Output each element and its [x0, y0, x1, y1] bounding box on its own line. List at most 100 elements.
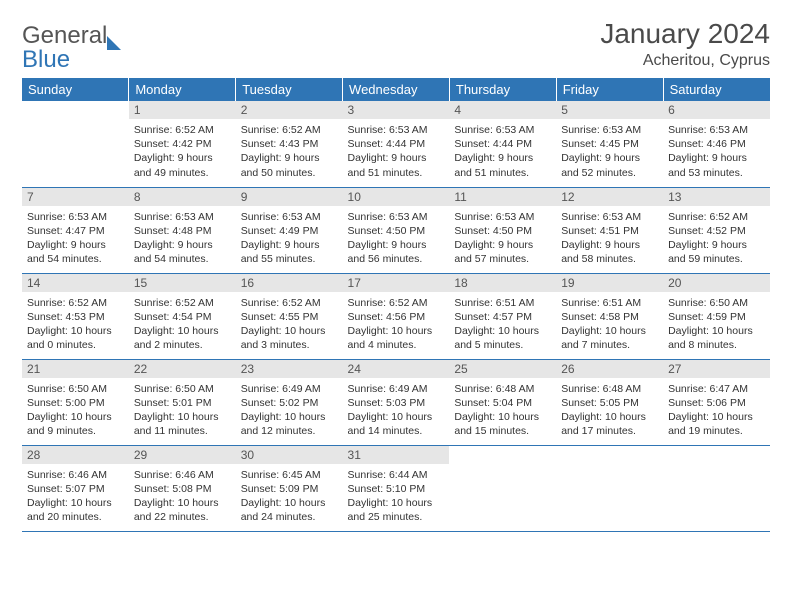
sunset-text: Sunset: 5:06 PM	[668, 396, 765, 410]
sunset-text: Sunset: 5:01 PM	[134, 396, 231, 410]
day-number: 29	[129, 446, 236, 464]
day-number: 4	[449, 101, 556, 119]
day-content: Sunrise: 6:53 AMSunset: 4:46 PMDaylight:…	[663, 119, 770, 182]
sunset-text: Sunset: 4:47 PM	[27, 224, 124, 238]
sunset-text: Sunset: 4:56 PM	[348, 310, 445, 324]
day-number	[22, 101, 129, 119]
daylight-text: Daylight: 9 hours and 58 minutes.	[561, 238, 658, 266]
day-number: 28	[22, 446, 129, 464]
calendar-cell: 21Sunrise: 6:50 AMSunset: 5:00 PMDayligh…	[22, 359, 129, 445]
page-header: General Blue January 2024 Acheritou, Cyp…	[22, 18, 770, 72]
day-number: 12	[556, 188, 663, 206]
day-content: Sunrise: 6:49 AMSunset: 5:03 PMDaylight:…	[343, 378, 450, 441]
daylight-text: Daylight: 9 hours and 59 minutes.	[668, 238, 765, 266]
day-content: Sunrise: 6:52 AMSunset: 4:43 PMDaylight:…	[236, 119, 343, 182]
calendar-cell: 27Sunrise: 6:47 AMSunset: 5:06 PMDayligh…	[663, 359, 770, 445]
daylight-text: Daylight: 9 hours and 51 minutes.	[454, 151, 551, 179]
calendar-cell: 22Sunrise: 6:50 AMSunset: 5:01 PMDayligh…	[129, 359, 236, 445]
sunset-text: Sunset: 4:46 PM	[668, 137, 765, 151]
day-number	[556, 446, 663, 464]
sunset-text: Sunset: 4:53 PM	[27, 310, 124, 324]
sunset-text: Sunset: 4:51 PM	[561, 224, 658, 238]
sunrise-text: Sunrise: 6:51 AM	[454, 296, 551, 310]
sunrise-text: Sunrise: 6:50 AM	[668, 296, 765, 310]
sunset-text: Sunset: 4:43 PM	[241, 137, 338, 151]
day-number: 27	[663, 360, 770, 378]
sunrise-text: Sunrise: 6:52 AM	[241, 123, 338, 137]
calendar-cell: 15Sunrise: 6:52 AMSunset: 4:54 PMDayligh…	[129, 273, 236, 359]
sunrise-text: Sunrise: 6:53 AM	[348, 210, 445, 224]
day-content: Sunrise: 6:47 AMSunset: 5:06 PMDaylight:…	[663, 378, 770, 441]
sunrise-text: Sunrise: 6:51 AM	[561, 296, 658, 310]
day-number: 17	[343, 274, 450, 292]
sunset-text: Sunset: 4:57 PM	[454, 310, 551, 324]
calendar-cell	[663, 445, 770, 531]
daylight-text: Daylight: 9 hours and 54 minutes.	[134, 238, 231, 266]
daylight-text: Daylight: 10 hours and 19 minutes.	[668, 410, 765, 438]
calendar-cell: 1Sunrise: 6:52 AMSunset: 4:42 PMDaylight…	[129, 101, 236, 187]
calendar-week: 7Sunrise: 6:53 AMSunset: 4:47 PMDaylight…	[22, 187, 770, 273]
calendar-cell: 10Sunrise: 6:53 AMSunset: 4:50 PMDayligh…	[343, 187, 450, 273]
day-content: Sunrise: 6:53 AMSunset: 4:44 PMDaylight:…	[343, 119, 450, 182]
day-number: 22	[129, 360, 236, 378]
sunrise-text: Sunrise: 6:53 AM	[454, 210, 551, 224]
calendar-table: SundayMondayTuesdayWednesdayThursdayFrid…	[22, 78, 770, 532]
sunrise-text: Sunrise: 6:47 AM	[668, 382, 765, 396]
sunset-text: Sunset: 5:07 PM	[27, 482, 124, 496]
calendar-cell: 11Sunrise: 6:53 AMSunset: 4:50 PMDayligh…	[449, 187, 556, 273]
daylight-text: Daylight: 10 hours and 3 minutes.	[241, 324, 338, 352]
daylight-text: Daylight: 9 hours and 52 minutes.	[561, 151, 658, 179]
day-content: Sunrise: 6:53 AMSunset: 4:47 PMDaylight:…	[22, 206, 129, 269]
calendar-cell: 16Sunrise: 6:52 AMSunset: 4:55 PMDayligh…	[236, 273, 343, 359]
daylight-text: Daylight: 10 hours and 5 minutes.	[454, 324, 551, 352]
sunset-text: Sunset: 4:49 PM	[241, 224, 338, 238]
day-number: 1	[129, 101, 236, 119]
daylight-text: Daylight: 9 hours and 56 minutes.	[348, 238, 445, 266]
day-number: 11	[449, 188, 556, 206]
sunrise-text: Sunrise: 6:48 AM	[454, 382, 551, 396]
daylight-text: Daylight: 10 hours and 22 minutes.	[134, 496, 231, 524]
day-number: 20	[663, 274, 770, 292]
calendar-cell: 14Sunrise: 6:52 AMSunset: 4:53 PMDayligh…	[22, 273, 129, 359]
sunrise-text: Sunrise: 6:53 AM	[134, 210, 231, 224]
sunset-text: Sunset: 4:54 PM	[134, 310, 231, 324]
day-content: Sunrise: 6:48 AMSunset: 5:04 PMDaylight:…	[449, 378, 556, 441]
calendar-cell: 30Sunrise: 6:45 AMSunset: 5:09 PMDayligh…	[236, 445, 343, 531]
weekday-row: SundayMondayTuesdayWednesdayThursdayFrid…	[22, 78, 770, 101]
day-content: Sunrise: 6:52 AMSunset: 4:53 PMDaylight:…	[22, 292, 129, 355]
page-subtitle: Acheritou, Cyprus	[600, 52, 770, 70]
sunset-text: Sunset: 5:00 PM	[27, 396, 124, 410]
day-content: Sunrise: 6:52 AMSunset: 4:55 PMDaylight:…	[236, 292, 343, 355]
calendar-week: 21Sunrise: 6:50 AMSunset: 5:00 PMDayligh…	[22, 359, 770, 445]
sunrise-text: Sunrise: 6:52 AM	[241, 296, 338, 310]
day-number: 21	[22, 360, 129, 378]
calendar-cell	[449, 445, 556, 531]
sunset-text: Sunset: 5:02 PM	[241, 396, 338, 410]
day-content: Sunrise: 6:53 AMSunset: 4:50 PMDaylight:…	[343, 206, 450, 269]
daylight-text: Daylight: 9 hours and 49 minutes.	[134, 151, 231, 179]
calendar-cell	[556, 445, 663, 531]
sunset-text: Sunset: 5:09 PM	[241, 482, 338, 496]
sunset-text: Sunset: 4:42 PM	[134, 137, 231, 151]
day-content: Sunrise: 6:45 AMSunset: 5:09 PMDaylight:…	[236, 464, 343, 527]
day-content: Sunrise: 6:46 AMSunset: 5:07 PMDaylight:…	[22, 464, 129, 527]
day-content: Sunrise: 6:53 AMSunset: 4:48 PMDaylight:…	[129, 206, 236, 269]
title-block: January 2024 Acheritou, Cyprus	[600, 18, 770, 70]
sunset-text: Sunset: 4:52 PM	[668, 224, 765, 238]
day-number: 18	[449, 274, 556, 292]
weekday-header: Thursday	[449, 78, 556, 101]
day-number: 16	[236, 274, 343, 292]
daylight-text: Daylight: 10 hours and 12 minutes.	[241, 410, 338, 438]
sunrise-text: Sunrise: 6:53 AM	[348, 123, 445, 137]
sunrise-text: Sunrise: 6:53 AM	[561, 123, 658, 137]
calendar-cell: 17Sunrise: 6:52 AMSunset: 4:56 PMDayligh…	[343, 273, 450, 359]
day-number: 25	[449, 360, 556, 378]
daylight-text: Daylight: 10 hours and 24 minutes.	[241, 496, 338, 524]
sunrise-text: Sunrise: 6:46 AM	[27, 468, 124, 482]
calendar-cell: 31Sunrise: 6:44 AMSunset: 5:10 PMDayligh…	[343, 445, 450, 531]
calendar-week: 1Sunrise: 6:52 AMSunset: 4:42 PMDaylight…	[22, 101, 770, 187]
day-content: Sunrise: 6:50 AMSunset: 4:59 PMDaylight:…	[663, 292, 770, 355]
day-content: Sunrise: 6:46 AMSunset: 5:08 PMDaylight:…	[129, 464, 236, 527]
logo-text-wrap: General Blue	[22, 24, 107, 72]
logo-word2: Blue	[22, 46, 70, 73]
